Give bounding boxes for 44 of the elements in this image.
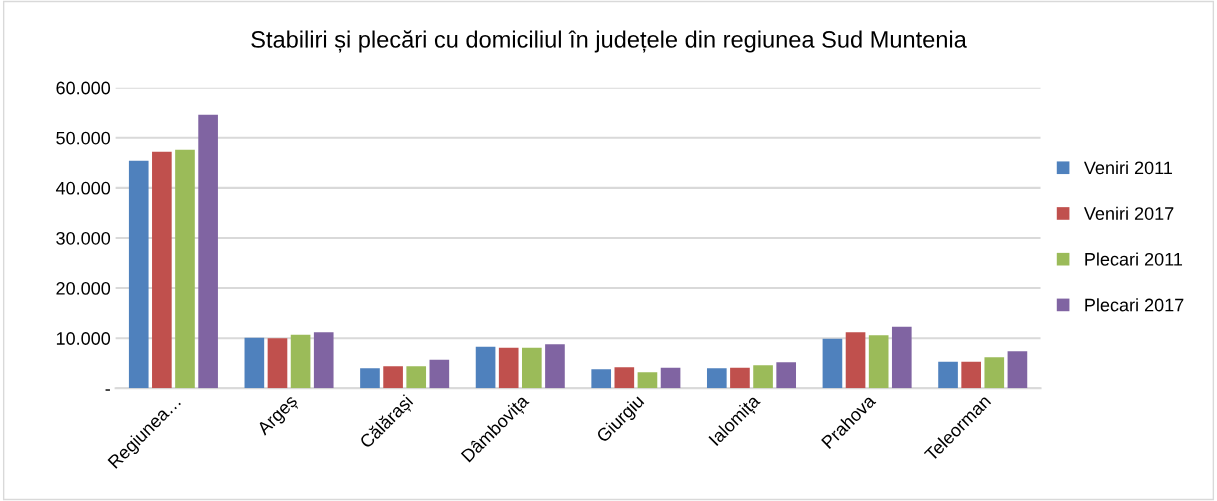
bar xyxy=(475,346,496,389)
bar xyxy=(637,372,658,389)
y-tick-label: - xyxy=(105,389,110,391)
bar xyxy=(984,357,1005,389)
bar xyxy=(244,337,265,389)
bar xyxy=(360,368,380,389)
y-tick-label: 30.000 xyxy=(56,231,111,245)
chart-title: Stabiliri și plecări cu domiciliul în județele din regiunea Sud Muntenia xyxy=(251,30,967,53)
bar xyxy=(822,338,843,389)
bar xyxy=(383,366,403,389)
bar xyxy=(1007,351,1028,389)
legend-label: Veniri 2011 xyxy=(1083,160,1173,175)
bar xyxy=(313,332,334,389)
bar xyxy=(660,367,681,389)
bar xyxy=(614,367,635,389)
bar xyxy=(706,368,727,389)
bar xyxy=(591,369,612,389)
bar xyxy=(753,365,773,389)
bar xyxy=(152,151,172,389)
bar xyxy=(406,366,427,389)
y-tick-label: 10.000 xyxy=(56,332,111,345)
bar xyxy=(175,149,195,389)
y-tick-label: 60.000 xyxy=(56,81,111,95)
bar xyxy=(498,347,519,389)
y-tick-label: 20.000 xyxy=(56,282,111,295)
bar xyxy=(845,332,866,389)
bar xyxy=(938,361,958,389)
bar xyxy=(522,347,542,389)
bar xyxy=(429,359,450,389)
legend-label: Plecari 2011 xyxy=(1085,252,1183,266)
bar xyxy=(545,344,565,389)
y-tick-label: 40.000 xyxy=(55,181,111,195)
legend-label: Plecari 2017 xyxy=(1085,298,1184,312)
bar xyxy=(128,160,149,389)
legend-label: Veniri 2017 xyxy=(1083,206,1174,220)
y-tick-label: 50.000 xyxy=(56,131,111,145)
bar xyxy=(290,334,311,389)
bar xyxy=(730,367,750,389)
bar xyxy=(961,361,981,389)
bar xyxy=(776,362,797,389)
bar xyxy=(868,335,889,389)
bar xyxy=(198,114,218,389)
bar xyxy=(891,326,912,389)
bar xyxy=(267,338,288,389)
